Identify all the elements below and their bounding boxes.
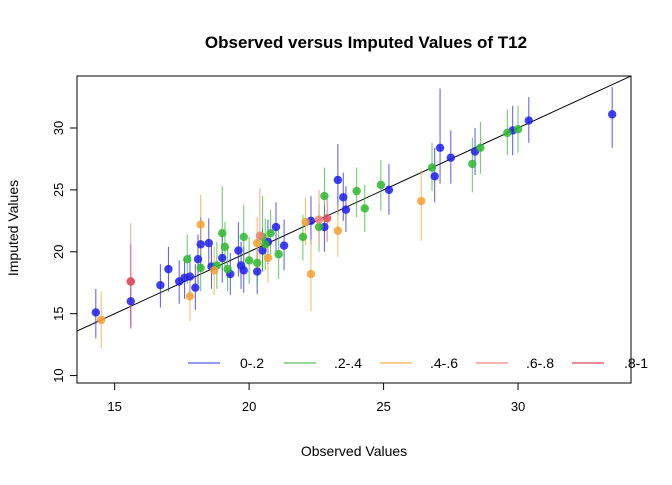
data-point xyxy=(220,242,230,252)
data-point xyxy=(252,267,262,276)
plot-area xyxy=(77,76,631,349)
legend-label: .6-.8 xyxy=(526,355,554,371)
data-point xyxy=(607,110,617,119)
data-point xyxy=(384,185,394,195)
data-point xyxy=(430,172,439,181)
data-point xyxy=(352,186,361,196)
data-point xyxy=(255,231,265,240)
data-point xyxy=(209,266,219,275)
data-point xyxy=(322,214,332,223)
y-axis: 10 15 20 25 30 xyxy=(51,121,78,383)
x-tick-label: 30 xyxy=(511,399,525,414)
data-point xyxy=(333,175,343,185)
data-point xyxy=(218,253,227,263)
data-point xyxy=(341,205,351,214)
data-point xyxy=(427,163,437,172)
chart-title: Observed versus Imputed Values of T12 xyxy=(205,33,527,52)
y-tick-label: 10 xyxy=(51,368,66,382)
y-tick-label: 20 xyxy=(51,245,66,259)
data-point xyxy=(503,128,512,138)
data-point xyxy=(298,232,308,242)
data-point xyxy=(261,240,270,249)
data-point xyxy=(183,255,192,264)
legend-entry: .8-1 xyxy=(572,355,648,371)
x-tick-label: 25 xyxy=(376,399,390,414)
y-tick-label: 15 xyxy=(51,306,66,320)
data-point xyxy=(164,264,173,274)
data-point xyxy=(244,256,254,265)
legend: 0-.2 .2-.4 .4-.6 .6-.8 .8-1 xyxy=(188,355,648,371)
data-point xyxy=(333,226,343,235)
x-axis: 15 20 25 30 xyxy=(107,382,525,414)
data-point xyxy=(314,222,324,232)
legend-label: 0-.2 xyxy=(240,355,264,371)
y-axis-label: Imputed Values xyxy=(5,180,21,276)
data-point xyxy=(376,180,386,190)
data-point xyxy=(196,263,205,273)
data-point xyxy=(360,204,369,213)
data-point xyxy=(468,159,477,169)
data-point xyxy=(185,292,195,301)
data-point xyxy=(263,253,273,263)
data-point xyxy=(196,240,205,249)
data-point xyxy=(274,250,283,259)
data-point xyxy=(218,229,227,238)
plot-frame xyxy=(76,75,632,384)
data-point xyxy=(339,193,348,202)
data-point xyxy=(156,281,165,290)
data-point xyxy=(306,269,316,279)
data-point xyxy=(266,229,275,238)
data-point xyxy=(196,220,205,229)
data-point xyxy=(524,116,534,125)
data-point xyxy=(314,215,324,224)
data-point xyxy=(126,297,135,306)
data-point xyxy=(271,222,281,232)
data-point xyxy=(185,272,195,281)
data-point xyxy=(252,238,262,248)
legend-entry: .6-.8 xyxy=(476,355,554,371)
data-point xyxy=(191,283,200,292)
legend-label: .8-1 xyxy=(624,355,648,371)
data-point xyxy=(126,277,135,286)
data-point xyxy=(301,217,310,227)
data-point xyxy=(91,308,101,317)
legend-entry: 0-.2 xyxy=(188,355,264,371)
legend-label: .2-.4 xyxy=(334,355,362,371)
data-point xyxy=(446,153,456,162)
data-point xyxy=(320,191,329,201)
data-point xyxy=(252,258,262,268)
y-tick-label: 25 xyxy=(51,183,66,197)
data-point xyxy=(279,241,289,250)
data-point xyxy=(435,143,445,152)
data-point xyxy=(239,232,248,242)
data-point xyxy=(476,143,485,152)
x-axis-label: Observed Values xyxy=(301,443,407,459)
data-point xyxy=(204,238,213,248)
x-tick-label: 15 xyxy=(107,399,121,414)
legend-entry: .4-.6 xyxy=(380,355,458,371)
identity-line xyxy=(77,76,631,332)
legend-entry: .2-.4 xyxy=(284,355,362,371)
data-point xyxy=(417,196,426,206)
data-point xyxy=(234,246,243,255)
data-point xyxy=(239,266,248,275)
y-tick-label: 30 xyxy=(51,121,66,135)
data-point xyxy=(97,315,106,325)
legend-label: .4-.6 xyxy=(430,355,458,371)
data-point xyxy=(193,255,203,264)
x-tick-label: 20 xyxy=(242,399,256,414)
data-point xyxy=(513,125,523,134)
data-point xyxy=(223,264,232,274)
